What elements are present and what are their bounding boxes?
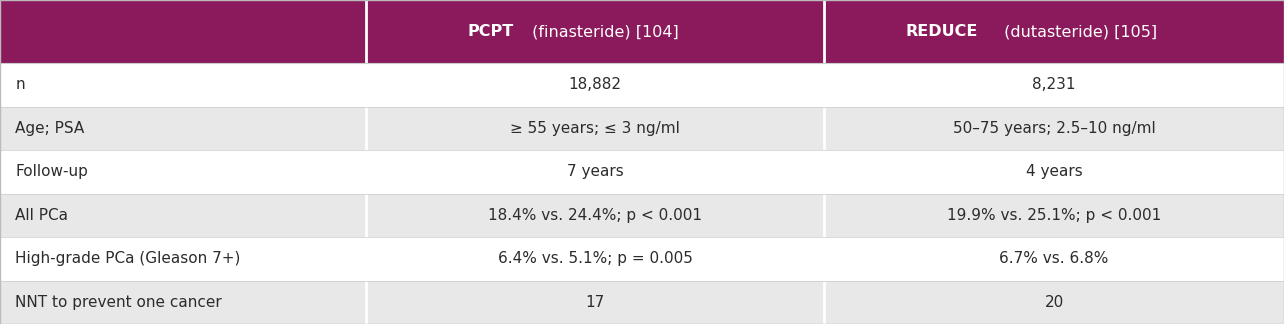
- Text: 19.9% vs. 25.1%; p < 0.001: 19.9% vs. 25.1%; p < 0.001: [948, 208, 1161, 223]
- Text: High-grade PCa (Gleason 7+): High-grade PCa (Gleason 7+): [15, 251, 241, 266]
- Text: 8,231: 8,231: [1032, 77, 1076, 92]
- FancyBboxPatch shape: [0, 237, 1284, 281]
- Text: 6.4% vs. 5.1%; p = 0.005: 6.4% vs. 5.1%; p = 0.005: [498, 251, 692, 266]
- Text: All PCa: All PCa: [15, 208, 68, 223]
- Text: 4 years: 4 years: [1026, 164, 1082, 179]
- FancyBboxPatch shape: [0, 0, 1284, 63]
- Text: 18.4% vs. 24.4%; p < 0.001: 18.4% vs. 24.4%; p < 0.001: [488, 208, 702, 223]
- FancyBboxPatch shape: [0, 150, 1284, 194]
- Text: Age; PSA: Age; PSA: [15, 121, 85, 136]
- Text: 7 years: 7 years: [566, 164, 624, 179]
- FancyBboxPatch shape: [0, 281, 1284, 324]
- Text: (finasteride) [104]: (finasteride) [104]: [526, 24, 679, 39]
- Text: 6.7% vs. 6.8%: 6.7% vs. 6.8%: [999, 251, 1109, 266]
- Text: PCPT: PCPT: [467, 24, 514, 39]
- Text: NNT to prevent one cancer: NNT to prevent one cancer: [15, 295, 222, 310]
- Text: Follow-up: Follow-up: [15, 164, 89, 179]
- Text: ≥ 55 years; ≤ 3 ng/ml: ≥ 55 years; ≤ 3 ng/ml: [510, 121, 681, 136]
- Text: n: n: [15, 77, 24, 92]
- Text: 18,882: 18,882: [569, 77, 621, 92]
- Text: 20: 20: [1045, 295, 1063, 310]
- FancyBboxPatch shape: [0, 63, 1284, 107]
- Text: (dutasteride) [105]: (dutasteride) [105]: [999, 24, 1157, 39]
- FancyBboxPatch shape: [0, 107, 1284, 150]
- Text: 50–75 years; 2.5–10 ng/ml: 50–75 years; 2.5–10 ng/ml: [953, 121, 1156, 136]
- Text: REDUCE: REDUCE: [905, 24, 978, 39]
- FancyBboxPatch shape: [0, 194, 1284, 237]
- Text: 17: 17: [586, 295, 605, 310]
